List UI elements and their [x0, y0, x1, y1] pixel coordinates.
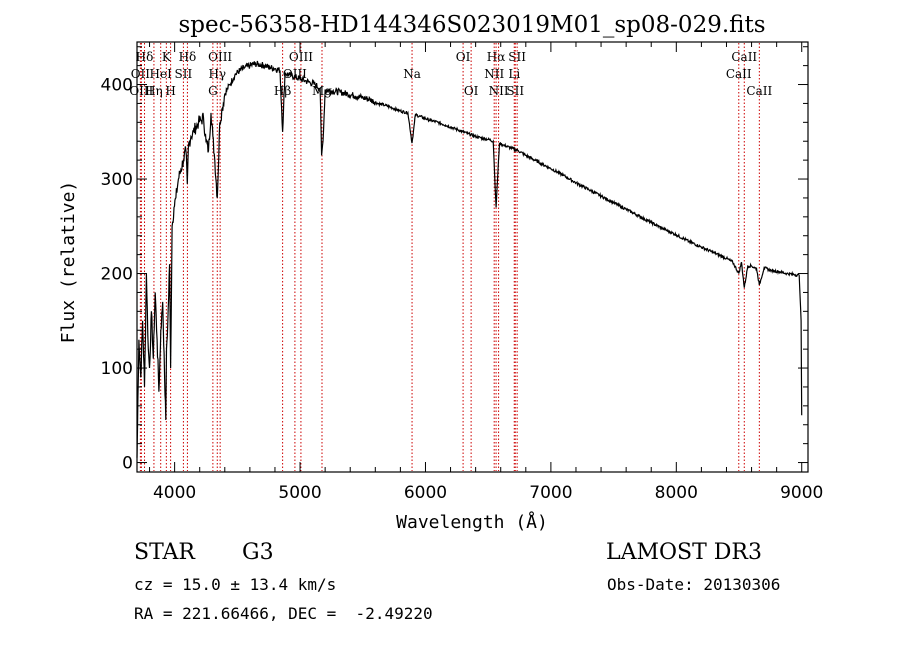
spectral-line-label: Hβ	[274, 84, 291, 98]
spectral-line-label: HeI	[150, 67, 173, 81]
spectral-line-label: SII	[506, 84, 524, 98]
spectral-line-label: OI	[456, 50, 471, 64]
spectral-line-label: OI	[464, 84, 479, 98]
y-tick-label: 200	[101, 265, 133, 285]
spectral-line-label: CaII	[731, 50, 757, 64]
x-tick-label: 7000	[529, 483, 572, 503]
spectral-line-label: CaII	[726, 67, 752, 81]
x-tick-label: 5000	[278, 483, 321, 503]
spectral-line-label: OIII	[283, 67, 307, 81]
object-type: STAR	[134, 540, 195, 565]
spectral-line-label: OIII	[129, 84, 153, 98]
axis-ticks: 4000 5000 6000 7000 8000 9000 0 100 200 300 400	[101, 42, 823, 503]
x-tick-label: 6000	[404, 483, 447, 503]
y-axis-label: Flux (relative)	[58, 181, 79, 344]
spectral-line-label: SII	[175, 67, 193, 81]
spectral-line-label: NII	[489, 84, 509, 98]
spectral-line-label: K	[162, 50, 172, 64]
spectral-line-label: CaII	[746, 84, 772, 98]
spectral-line-label: Hα	[487, 50, 506, 64]
y-tick-label: 0	[122, 454, 133, 474]
chart-title: spec-56358-HD144346S023019M01_sp08-029.f…	[178, 12, 765, 38]
redshift-text: cz = 15.0 ± 13.4 km/s	[134, 575, 337, 594]
spectral-line-label: Hγ	[208, 67, 226, 81]
spectral-line-label: OII	[131, 67, 151, 81]
x-tick-label: 8000	[655, 483, 698, 503]
spectral-line-label: SII	[508, 50, 526, 64]
spectral-line-label: Hη	[145, 84, 163, 98]
object-subclass: G3	[242, 540, 274, 565]
y-tick-label: 300	[101, 170, 133, 190]
spectral-line-label: H	[165, 84, 175, 98]
spectral-line-label: OIII	[208, 50, 232, 64]
spectrum-series	[136, 60, 803, 458]
survey-name: LAMOST DR3	[606, 540, 762, 565]
x-tick-label: 4000	[153, 483, 196, 503]
spectral-line-label: Na	[403, 67, 421, 81]
spectral-line-label: Hδ	[179, 50, 197, 64]
x-tick-label: 9000	[780, 483, 823, 503]
spectral-line-label: Li	[508, 67, 520, 81]
spectral-line-label: G	[208, 84, 218, 98]
y-tick-label: 100	[101, 359, 133, 379]
plot-frame	[136, 41, 809, 473]
x-axis-label: Wavelength (Å)	[396, 511, 548, 533]
spectral-line-label: NII	[484, 67, 504, 81]
coordinates-text: RA = 221.66466, DEC = -2.49220	[134, 604, 433, 623]
spectral-line-label: OIII	[289, 50, 313, 64]
y-tick-label: 400	[101, 76, 133, 96]
obs-date-text: Obs-Date: 20130306	[607, 575, 781, 594]
spectral-line-label: Hδ	[136, 50, 154, 64]
